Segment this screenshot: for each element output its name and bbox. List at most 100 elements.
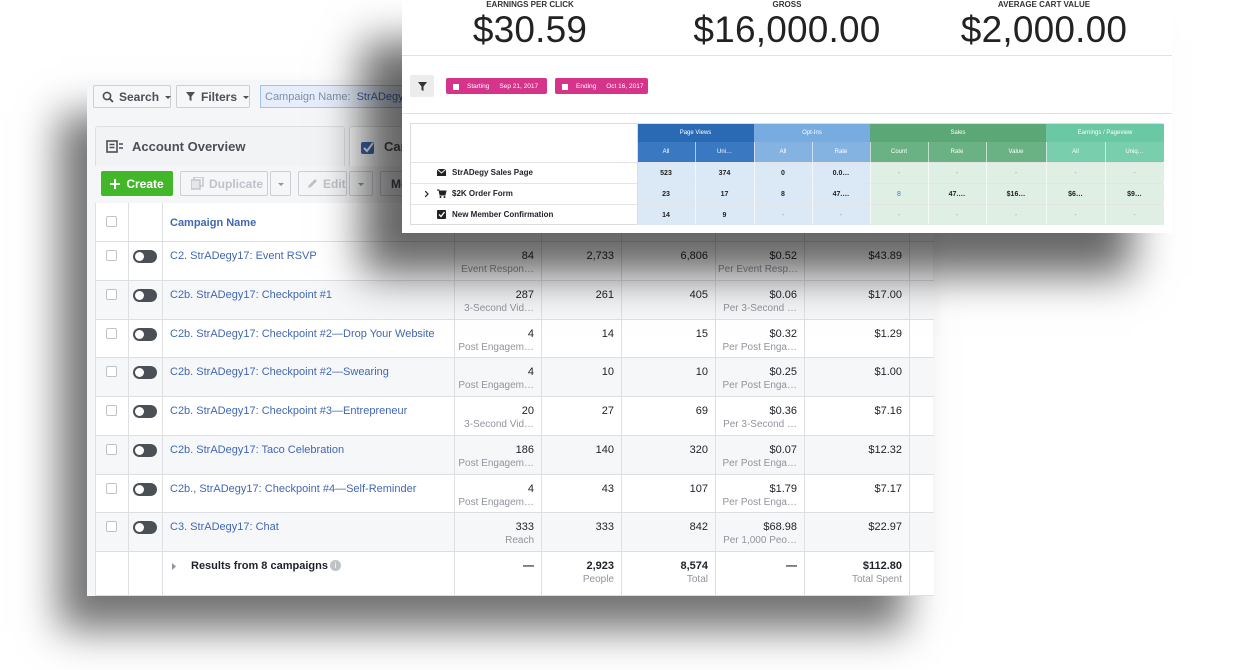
cell-value: 27: [601, 405, 614, 417]
date-pill[interactable]: Ending Oct 16, 2017: [555, 78, 648, 94]
cell-value: $12.32: [868, 443, 902, 456]
icon: [358, 182, 364, 186]
column-header: Uni…: [695, 142, 754, 162]
checkbox[interactable]: [106, 250, 117, 261]
campaign-name[interactable]: C2. StrADegy17: Event RSVP: [170, 250, 317, 262]
cell-value: $0.07: [769, 443, 797, 456]
metric-label: EARNINGS PER CLICK: [486, 0, 574, 9]
filters-button[interactable]: Filters: [176, 85, 250, 108]
summary-value: $112.80: [862, 560, 902, 572]
checkbox[interactable]: [106, 443, 117, 455]
cell-subtext: Reach: [505, 535, 534, 547]
checkbox[interactable]: [106, 405, 117, 416]
tab[interactable]: Account Overview: [95, 126, 345, 166]
column-divider: [804, 203, 805, 596]
stat-cell: $9…: [1105, 184, 1164, 204]
icon: [243, 95, 250, 99]
checkbox[interactable]: [106, 482, 117, 494]
toggle[interactable]: [133, 405, 157, 418]
chip-label: Campaign Name:: [265, 90, 351, 103]
cell-value: 69: [695, 405, 708, 417]
stat-cell: 523: [637, 163, 695, 183]
cell-value: 4: [527, 366, 534, 379]
toggle[interactable]: [133, 366, 157, 380]
cell-value: 43: [601, 482, 614, 495]
stat-cell: -: [870, 205, 928, 225]
toggle[interactable]: [133, 327, 157, 341]
stat-cell: 0: [754, 163, 812, 183]
cell-value: 320: [689, 443, 708, 456]
campaign-name[interactable]: C2b., StrADegy17: Checkpoint #4—Self-Rem…: [170, 482, 417, 495]
toggle[interactable]: [133, 482, 157, 496]
column-divider: [715, 203, 716, 596]
summary-value: —: [786, 560, 797, 572]
stat-cell: -: [1046, 163, 1105, 183]
checkbox[interactable]: [106, 288, 117, 300]
row-divider: [411, 162, 1162, 163]
funnel-stats-panel: EARNINGS PER CLICK $30.59 GROSS $16,000.00 A…: [402, 0, 1172, 233]
stat-cell: 14: [637, 205, 695, 225]
toggle[interactable]: [133, 288, 157, 302]
icon: [437, 168, 447, 176]
checkbox[interactable]: [106, 327, 117, 339]
column-header: Count: [870, 142, 928, 162]
duplicate-menu[interactable]: [270, 171, 291, 196]
column-divider: [162, 203, 163, 596]
checkbox[interactable]: [106, 521, 117, 533]
cell-value: $1.79: [769, 482, 797, 495]
edit-label: Edit: [323, 176, 346, 191]
stat-cell: -: [928, 163, 986, 183]
campaign-name[interactable]: C2b. StrADegy17: Checkpoint #3—Entrepren…: [170, 405, 408, 417]
summary-value: 8,574: [680, 560, 708, 572]
metric-label: GROSS: [772, 0, 802, 9]
tab-label: Account Overview: [132, 139, 246, 154]
campaign-name[interactable]: C2b. StrADegy17: Checkpoint #1: [170, 288, 333, 301]
date-value: Sep 21, 2017: [499, 82, 539, 90]
stat-cell: 0.0…: [812, 163, 870, 183]
campaign-name[interactable]: C2b. StrADegy17: Taco Celebration: [170, 443, 345, 456]
column-header: Value: [986, 142, 1046, 162]
campaign-filter-chip[interactable]: Campaign Name: StrADegy: [260, 85, 460, 108]
filter-button[interactable]: [410, 75, 434, 97]
toggle[interactable]: [133, 521, 157, 535]
campaign-name[interactable]: C2b. StrADegy17: Checkpoint #2—Drop Your…: [170, 327, 435, 340]
column-divider: [454, 203, 455, 596]
stat-cell: -: [986, 205, 1046, 225]
row-label[interactable]: $2K Order Form: [437, 183, 513, 204]
toggle[interactable]: [133, 443, 157, 457]
toggle[interactable]: [133, 250, 157, 263]
create-button[interactable]: Create: [101, 171, 173, 196]
divider: [402, 55, 1172, 56]
cell-value: $0.36: [769, 405, 797, 417]
column-divider: [621, 203, 622, 596]
cell-value: 140: [595, 443, 614, 456]
column-header: All: [1046, 142, 1105, 162]
cell-value: $0.06: [769, 288, 797, 301]
column-header[interactable]: Campaign Name: [170, 217, 257, 229]
edit-menu[interactable]: [349, 171, 373, 196]
cell-value: 6,806: [680, 250, 708, 262]
campaign-name[interactable]: C2b. StrADegy17: Checkpoint #2—Swearing: [170, 366, 389, 379]
row-label: New Member Confirmation: [437, 204, 553, 225]
column-divider: [812, 142, 813, 224]
checkbox[interactable]: [106, 216, 117, 227]
stat-cell: -: [1105, 205, 1164, 225]
campaign-name[interactable]: C3. StrADegy17: Chat: [170, 521, 279, 534]
row-divider: [411, 183, 1162, 184]
duplicate-button[interactable]: Duplicate: [180, 171, 268, 196]
cell-value: 84: [521, 250, 534, 262]
cell-subtext: Event Respon…: [461, 264, 534, 275]
campaign-row: C2b. StrADegy17: Checkpoint #1 287 3-Secon…: [96, 280, 934, 320]
stat-cell: -: [754, 205, 812, 225]
icon: [453, 83, 459, 90]
checkbox[interactable]: [106, 366, 117, 378]
cell-value: $7.16: [874, 405, 902, 417]
icon: [308, 179, 317, 188]
cell-value: 261: [595, 288, 614, 301]
cell-value: 15: [695, 327, 708, 340]
date-pill[interactable]: Starting Sep 21, 2017: [446, 78, 547, 94]
info-icon[interactable]: i: [330, 560, 341, 571]
search-button[interactable]: Search: [93, 85, 172, 108]
column-divider: [1105, 142, 1106, 224]
edit-button[interactable]: Edit: [298, 171, 347, 196]
